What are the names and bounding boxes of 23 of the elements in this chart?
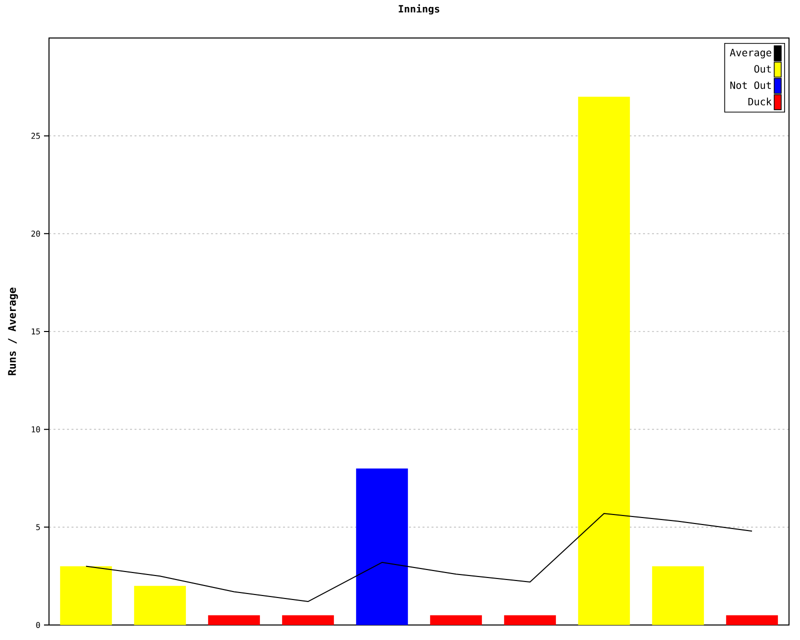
line-series [86, 512, 753, 602]
bar [282, 615, 334, 625]
bar [578, 96, 630, 625]
y-tick-label: 0 [36, 622, 40, 628]
y-tick-label: 20 [31, 230, 40, 237]
legend-label: Average [730, 48, 772, 58]
chart-title: Innings [398, 4, 440, 15]
bar [652, 566, 704, 625]
legend-label: Not Out [730, 81, 771, 90]
legend-label: Out [754, 65, 771, 73]
y-tick-label: 25 [31, 132, 40, 139]
bar [208, 615, 260, 625]
y-tick-label: 10 [32, 426, 40, 432]
y-tick-label: 5 [36, 524, 40, 530]
bar [430, 615, 482, 625]
legend-label: Duck [748, 98, 772, 106]
bar [60, 566, 112, 625]
y-tick-label: 15 [32, 328, 40, 334]
bar [356, 468, 408, 625]
bar [726, 615, 778, 625]
bar [134, 586, 186, 625]
y-axis-title: Runs / Average [8, 288, 18, 376]
bar [504, 615, 556, 625]
